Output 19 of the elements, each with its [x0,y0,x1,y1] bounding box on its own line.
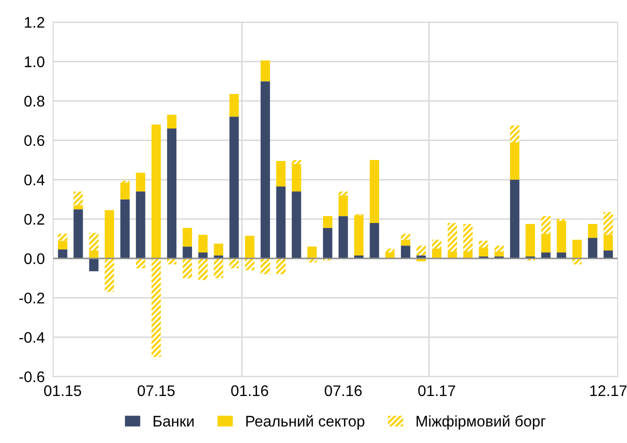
x-tick-label: 07.15 [138,385,175,396]
y-tick-label: 0.6 [24,135,44,146]
legend-label: Банки [154,416,194,427]
x-tick-label: 12.17 [590,385,627,396]
y-tick-label: 0.4 [24,174,45,186]
legend-label: Міжфірмовий борг [416,415,546,430]
y-tick-label: -0.6 [19,371,44,382]
y-tick-label: 1.0 [24,56,44,68]
y-tick-label: -0.4 [19,332,45,343]
x-tick-label: 01.16 [231,385,268,396]
legend-label: Реальний сектор [246,415,364,430]
y-tick-label: 0.0 [24,253,44,264]
y-tick-label: 0.2 [24,214,44,225]
y-tick-label: 0.8 [24,96,44,107]
x-tick-label: 01.15 [44,385,82,396]
y-tick-label: -0.2 [19,292,44,304]
y-tick-label: 1.2 [24,17,44,28]
x-tick-label: 01.17 [418,385,456,396]
x-tick-label: 07.16 [324,385,362,396]
